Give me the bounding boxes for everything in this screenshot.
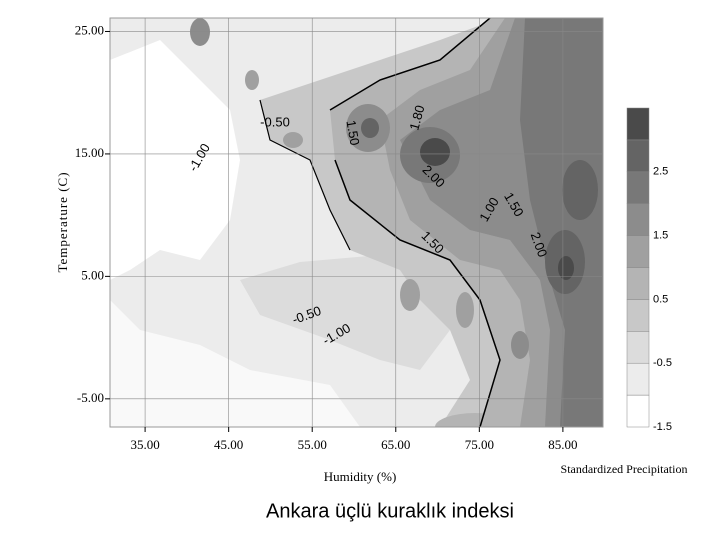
x-tick-label: 65.00 — [381, 437, 410, 452]
contour-field — [110, 18, 603, 427]
colorbar-tick-label: 1.5 — [653, 230, 668, 242]
caption: Ankara üçlü kuraklık indeksi — [266, 500, 514, 522]
colorbar-band — [626, 299, 650, 332]
contour-label: -0.50 — [260, 114, 290, 129]
plot-frame — [109, 17, 604, 428]
colorbar-tick-label: 0.5 — [653, 293, 668, 305]
x-axis-title: Humidity (%) — [324, 469, 397, 484]
colorbar-band — [626, 235, 650, 268]
colorbar-band — [626, 203, 650, 236]
colorbar-band — [626, 331, 650, 364]
colorbar-band — [626, 107, 650, 141]
x-tick-label: 35.00 — [130, 437, 159, 452]
x-tick-label: 55.00 — [298, 437, 327, 452]
y-tick-label: 5.00 — [81, 267, 104, 282]
colorbar-title: Standardized Precipitation — [561, 462, 688, 476]
contour-label: 1.80 — [406, 104, 427, 132]
colorbar-tick-label: 2.5 — [653, 166, 668, 178]
colorbar-band — [626, 171, 650, 204]
colorbar-band — [626, 394, 650, 428]
x-tick-label: 45.00 — [214, 437, 243, 452]
colorbar-band — [626, 362, 650, 396]
contour-label: 1.50 — [343, 119, 362, 147]
colorbar-tick-label: -0.5 — [653, 357, 672, 369]
y-tick-label: -5.00 — [77, 390, 104, 405]
colorbar-band — [626, 139, 650, 173]
colorbar-tick-label: -1.5 — [653, 421, 672, 433]
colorbar-band — [626, 267, 650, 300]
y-tick-label: 25.00 — [75, 22, 104, 37]
x-tick-label: 75.00 — [465, 437, 494, 452]
x-tick-label: 85.00 — [548, 437, 577, 452]
y-tick-label: 15.00 — [75, 145, 104, 160]
y-axis-title: Temperature (C) — [55, 171, 70, 272]
